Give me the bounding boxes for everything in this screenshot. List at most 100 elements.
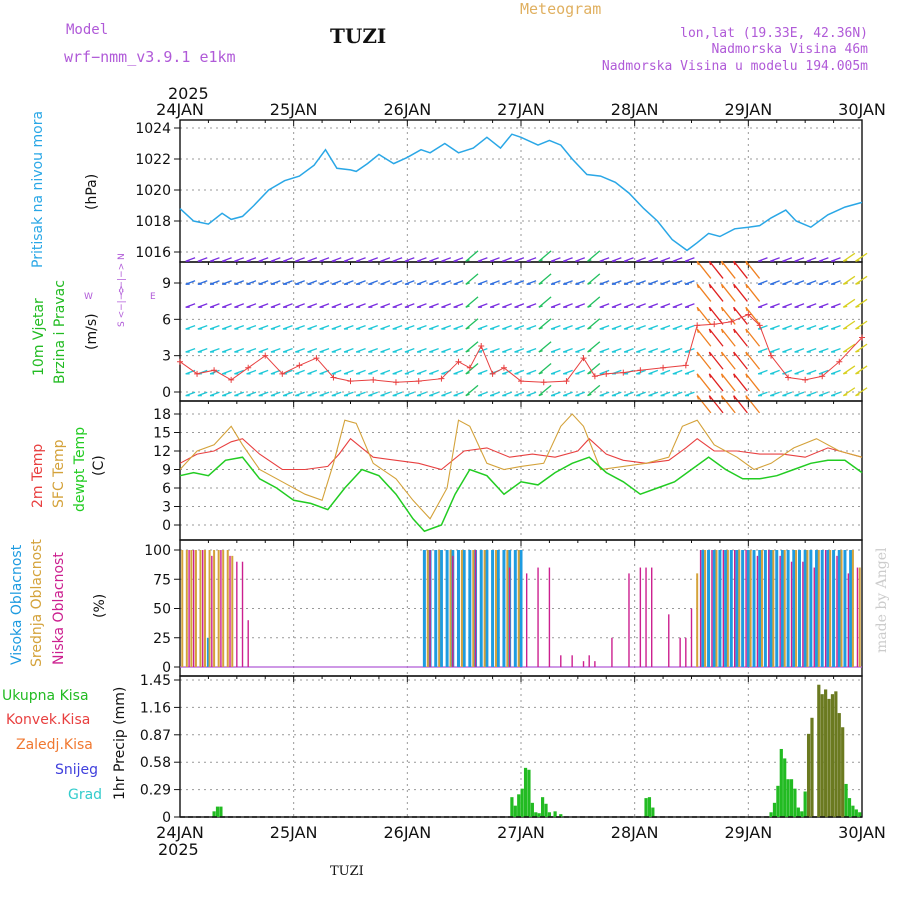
wind-arrow — [587, 384, 601, 397]
wind-arrow-head — [587, 393, 592, 397]
wind-arrow-head — [538, 305, 543, 308]
wind-arrow — [842, 365, 856, 375]
precip-ytick-label: 0.29 — [140, 783, 171, 799]
wind-arrow — [538, 363, 552, 375]
precip-bar — [559, 814, 563, 817]
wind-speed-point — [591, 373, 598, 380]
wind-arrow-head — [465, 350, 470, 353]
wind-arrow — [465, 296, 479, 308]
wind-arrow — [696, 283, 712, 302]
wind-arrow-head — [708, 351, 712, 357]
wind-arrow-head — [733, 351, 736, 357]
wind-arrow-head — [733, 307, 736, 312]
wind-arrow-head — [708, 328, 712, 334]
cloud-label-3: Niska Oblacnost — [51, 552, 67, 665]
wind-arrow-head — [733, 373, 736, 378]
wind-arrow — [842, 298, 856, 308]
wind-ytick-label: 3 — [162, 349, 171, 365]
wind-arrow — [855, 298, 868, 308]
compass-n: <−|−> N — [117, 253, 127, 296]
wind-speed-point — [660, 364, 667, 371]
temp-ytick-label: 3 — [162, 500, 171, 516]
temp-ytick-label: 18 — [153, 407, 171, 423]
wind-arrow — [733, 351, 748, 370]
precip-bar — [553, 811, 557, 817]
wind-arrow — [733, 283, 748, 302]
wind-arrow-head — [745, 284, 748, 289]
wind-arrow-head — [696, 284, 700, 289]
wind-arrow — [721, 373, 736, 392]
wind-speed-point — [211, 367, 218, 374]
wind-arrow-head — [720, 328, 724, 334]
wind-ytick-label: 0 — [162, 385, 171, 401]
meteogram-title: Meteogram — [520, 0, 601, 18]
wind-arrow-head — [696, 307, 700, 312]
wind-arrow-head — [720, 351, 724, 357]
wind-arrow — [733, 260, 748, 279]
cloud-ytick-label: 50 — [153, 602, 171, 618]
year-bottom: 2025 — [158, 840, 199, 859]
wind-arrow — [721, 395, 736, 414]
wind-arrow-head — [843, 259, 848, 262]
wind-arrow-head — [745, 328, 748, 334]
wind-arrow — [696, 260, 712, 279]
pressure-ytick-label: 1024 — [135, 121, 171, 137]
x-tick-label-top: 27JAN — [497, 100, 545, 119]
wind-arrow-head — [720, 395, 724, 400]
precip-bar — [820, 694, 824, 817]
precip-bar — [810, 717, 814, 817]
wind-arrow-head — [708, 284, 712, 289]
precip-ytick-label: 0 — [162, 810, 171, 826]
pressure-ytick-label: 1022 — [135, 152, 171, 168]
cloud-ytick-label: 100 — [144, 543, 171, 559]
wind-arrow-head — [733, 328, 736, 334]
elevation-label: Nadmorska Visina 46m — [711, 42, 868, 57]
wind-arrow — [587, 341, 601, 353]
precip-bar — [817, 684, 821, 817]
wind-arrow — [708, 373, 724, 392]
wind-arrow — [855, 275, 868, 285]
wind-arrow — [745, 306, 761, 325]
wind-speed-point — [637, 367, 644, 374]
wind-ytick-label: 9 — [162, 276, 171, 292]
wind-speed-point — [489, 370, 496, 377]
station-title: TUZI — [330, 24, 386, 48]
precip-bar — [540, 797, 545, 817]
precip-bar — [844, 783, 848, 817]
wind-arrow-head — [720, 307, 724, 312]
wind-arrow — [745, 283, 761, 302]
precip-bar — [513, 805, 517, 817]
cloud-ytick-label: 25 — [153, 631, 171, 647]
wind-speed-point — [392, 379, 399, 386]
wind-arrow — [708, 283, 724, 302]
wind-arrow — [696, 351, 712, 370]
precip-bar — [793, 788, 797, 817]
wind-arrow-head — [733, 260, 736, 266]
wind-arrow-head — [855, 394, 860, 397]
wind-arrow-head — [465, 259, 470, 262]
wind-arrow-head — [587, 305, 592, 308]
wind-arrow — [842, 275, 856, 285]
wind-label-2: Brzina i Pravac — [52, 280, 68, 384]
x-tick-label-bottom: 30JAN — [838, 823, 886, 842]
wind-speed-point — [836, 358, 843, 365]
wind-arrow-head — [587, 259, 592, 262]
temperature-panel: 0 3 6 9 12 15 18 — [153, 400, 863, 541]
wind-arrow-head — [538, 350, 543, 353]
wind-arrow-head — [855, 350, 860, 353]
wind-speed-point — [728, 318, 735, 325]
precip-bar — [776, 785, 780, 817]
precip-bar — [212, 811, 216, 817]
wind-arrow — [538, 384, 552, 397]
wind-arrow-head — [538, 371, 543, 375]
wind-arrow-head — [708, 395, 712, 400]
wind-arrow-head — [587, 350, 592, 353]
wind-arrow — [587, 296, 601, 308]
wind-arrow — [842, 387, 856, 397]
wind-arrow — [721, 260, 736, 279]
wind-arrow — [587, 273, 601, 285]
wind-speed-point — [279, 370, 286, 377]
precip-bar — [219, 806, 223, 817]
wind-arrow-head — [465, 282, 470, 285]
wind-speed-point — [518, 378, 524, 385]
